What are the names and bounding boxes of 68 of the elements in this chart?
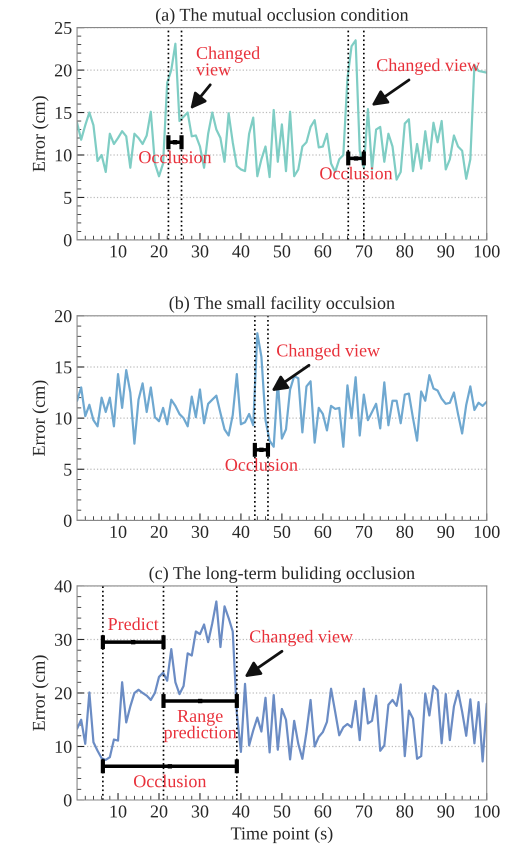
point bbox=[198, 698, 202, 704]
line-series bbox=[77, 600, 487, 763]
y-axis-title: Error (cm) bbox=[32, 96, 49, 172]
x-tick-label: 40 bbox=[232, 245, 250, 258]
x-tick-label: 10 bbox=[110, 526, 126, 538]
annotation: Changed view bbox=[250, 630, 353, 646]
y-tick-label: 5 bbox=[64, 464, 72, 476]
x-axis-title: Time point (s) bbox=[230, 826, 332, 844]
y-tick-label: 5 bbox=[64, 192, 72, 204]
x-tick-label: 10 bbox=[110, 805, 126, 818]
x-tick-label: 100 bbox=[474, 526, 500, 538]
y-tick-label: 20 bbox=[54, 687, 72, 700]
chart-title: (c) The long-term buliding occlusion bbox=[149, 566, 415, 583]
line-series bbox=[77, 39, 487, 181]
y-tick-label: 20 bbox=[54, 64, 72, 77]
y-tick-label: 15 bbox=[56, 361, 72, 374]
x-tick-label: 50 bbox=[274, 245, 290, 258]
y-axis-title: Error (cm) bbox=[32, 655, 49, 731]
x-tick-label: 70 bbox=[356, 245, 372, 258]
y-axis-title: Error (cm) bbox=[32, 380, 49, 456]
point bbox=[130, 640, 136, 644]
x-tick-label: 80 bbox=[396, 526, 414, 538]
annotation: Changed view bbox=[277, 344, 380, 360]
x-tick-label: 60 bbox=[314, 245, 332, 258]
x-tick-label: 80 bbox=[396, 245, 414, 258]
x-tick-label: 100 bbox=[474, 805, 500, 818]
x-tick-label: 70 bbox=[356, 805, 372, 818]
chart-title: (a) The mutual occlusion condition bbox=[156, 8, 408, 25]
annotation: Changed view bbox=[196, 46, 260, 76]
annotation: Occlusion bbox=[134, 774, 206, 788]
x-tick-label: 50 bbox=[274, 526, 290, 538]
x-tick-label: 90 bbox=[437, 805, 454, 818]
x-tick-label: 70 bbox=[356, 526, 372, 538]
x-tick-label: 30 bbox=[192, 526, 208, 538]
x-tick-label: 30 bbox=[192, 245, 208, 258]
x-tick-label: 20 bbox=[150, 805, 168, 818]
y-tick-label: 40 bbox=[54, 580, 72, 592]
x-tick-label: 20 bbox=[150, 245, 168, 258]
y-tick-label: 10 bbox=[56, 412, 72, 425]
point bbox=[168, 764, 172, 768]
x-tick-label: 40 bbox=[232, 526, 250, 538]
chart-title: (b) The small facility occulsion bbox=[170, 296, 395, 313]
y-tick-label: 0 bbox=[64, 234, 72, 246]
y-tick-label: 30 bbox=[55, 634, 72, 646]
x-tick-label: 20 bbox=[150, 526, 168, 538]
y-tick-label: 0 bbox=[64, 514, 72, 527]
y-tick-label: 10 bbox=[56, 740, 72, 753]
y-tick-label: 25 bbox=[54, 22, 72, 34]
x-tick-label: 90 bbox=[437, 245, 454, 258]
y-tick-label: 0 bbox=[64, 794, 72, 806]
y-tick-label: 10 bbox=[56, 149, 72, 162]
x-tick-label: 80 bbox=[396, 805, 414, 818]
x-tick-label: 30 bbox=[192, 805, 208, 818]
x-tick-label: 50 bbox=[274, 805, 290, 818]
annotation: Changed view bbox=[376, 58, 480, 75]
x-tick-label: 10 bbox=[110, 245, 126, 258]
x-tick-label: 100 bbox=[474, 245, 500, 258]
annotation: Occlusion bbox=[320, 166, 392, 180]
annotation: Range prediction bbox=[164, 710, 236, 742]
x-tick-label: 60 bbox=[314, 526, 332, 538]
y-tick-label: 15 bbox=[56, 106, 72, 119]
line-series bbox=[77, 332, 487, 448]
x-tick-label: 60 bbox=[314, 805, 332, 818]
y-tick-label: 20 bbox=[54, 310, 72, 322]
annotation: Predict bbox=[108, 617, 159, 630]
x-tick-label: 90 bbox=[437, 526, 454, 538]
annotation: Occlusion bbox=[226, 458, 298, 471]
x-tick-label: 40 bbox=[232, 805, 250, 818]
